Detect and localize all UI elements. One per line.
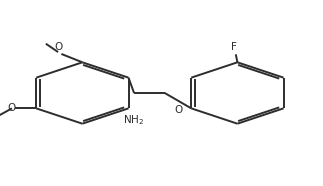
Text: O: O bbox=[54, 42, 62, 52]
Text: F: F bbox=[231, 42, 237, 52]
Text: O: O bbox=[8, 103, 16, 113]
Text: O: O bbox=[174, 105, 183, 115]
Text: NH$_2$: NH$_2$ bbox=[123, 113, 145, 127]
